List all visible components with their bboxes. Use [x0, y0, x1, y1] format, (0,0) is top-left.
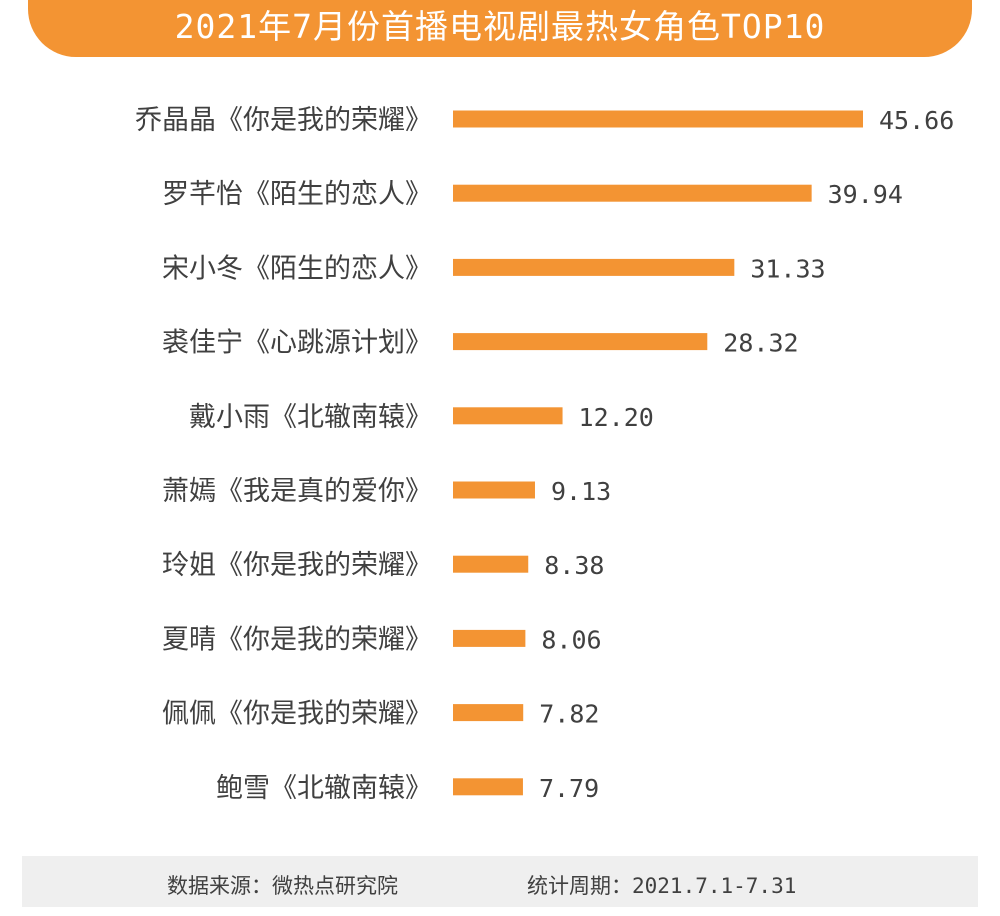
category-label: 宋小冬《陌生的恋人》: [162, 253, 432, 284]
data-label: 31.33: [750, 254, 825, 283]
data-label: 39.94: [828, 180, 903, 209]
bar: [453, 555, 529, 573]
bar: [453, 258, 735, 276]
category-label: 夏晴《你是我的荣耀》: [162, 624, 432, 655]
category-label: 玲姐《你是我的荣耀》: [162, 550, 432, 581]
bar: [453, 333, 708, 351]
data-label: 45.66: [879, 106, 954, 135]
bar: [453, 184, 812, 202]
data-label: 8.38: [544, 551, 604, 580]
category-label: 佩佩《你是我的荣耀》: [162, 699, 432, 730]
category-label: 裘佳宁《心跳源计划》: [162, 328, 432, 359]
bar: [453, 407, 563, 425]
bar: [453, 110, 863, 128]
data-label: 9.13: [551, 477, 611, 506]
data-source-label: 数据来源：微热点研究院: [167, 874, 398, 898]
category-label: 萧嫣《我是真的爱你》: [162, 476, 432, 507]
bar-chart: 乔晶晶《你是我的荣耀》 45.66 罗芊怡《陌生的恋人》 39.94 宋小冬《陌生的恋人…: [135, 105, 954, 804]
statistics-period-label: 统计周期：2021.7.1-7.31: [527, 874, 797, 898]
bar: [453, 778, 523, 796]
bar: [453, 481, 535, 499]
bar: [453, 704, 524, 722]
category-label: 罗芊怡《陌生的恋人》: [162, 179, 432, 210]
footer: 数据来源：微热点研究院 统计周期：2021.7.1-7.31: [22, 856, 978, 907]
data-label: 12.20: [579, 403, 654, 432]
title-banner: 2021年7月份首播电视剧最热女角色TOP10: [28, 0, 972, 57]
category-label: 戴小雨《北辙南辕》: [189, 402, 432, 433]
data-label: 8.06: [541, 625, 601, 654]
chart-title: 2021年7月份首播电视剧最热女角色TOP10: [174, 7, 826, 46]
bar: [453, 629, 526, 647]
category-label: 乔晶晶《你是我的荣耀》: [135, 105, 432, 136]
category-label: 鲍雪《北辙南辕》: [216, 773, 432, 804]
data-label: 28.32: [723, 329, 798, 358]
data-label: 7.79: [539, 774, 599, 803]
data-label: 7.82: [539, 700, 599, 729]
